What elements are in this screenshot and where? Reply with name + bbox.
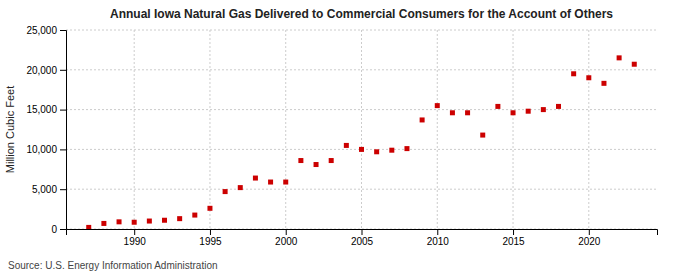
point [526,109,531,114]
x-tick-mark [210,229,211,235]
grid [66,30,657,229]
x-tick-label: 1995 [199,236,222,247]
x-grid-line [437,30,438,229]
y-tick-label: 0 [51,224,57,235]
x-grid-line [209,30,210,229]
plot-area: 1990 1995 2000 2005 2010 2015 2020 0 5,000 10,000… [26,25,657,247]
x-axis: 1990 1995 2000 2005 2010 2015 2020 [67,229,658,247]
y-tick: 10,000 [26,144,66,155]
y-tick-mark [60,149,66,150]
point [420,117,425,122]
y-tick: 25,000 [26,25,66,36]
point [495,104,500,109]
x-tick-mark [513,229,514,235]
y-tick-mark [60,229,66,230]
point [617,55,622,60]
x-tick: 2005 [351,229,374,247]
chart: 1990 1995 2000 2005 2010 2015 2020 0 5,000 10,000… [0,0,675,275]
point [147,219,152,224]
x-axis-line [67,230,658,236]
y-tick-mark [60,30,66,31]
x-tick-label: 2000 [275,236,298,247]
x-tick: 2020 [578,229,601,247]
x-tick-label: 2010 [427,236,450,247]
point [314,162,319,167]
point [465,110,470,115]
y-tick-label: 15,000 [26,104,57,115]
x-grid-line [134,30,135,229]
point [86,225,91,229]
point [177,216,182,221]
point [480,133,485,138]
point [344,143,349,148]
source: Source: U.S. Energy Information Administ… [8,260,218,271]
point [374,149,379,154]
point [359,147,364,152]
y-tick-mark [60,70,66,71]
point [435,103,440,108]
y-tick-label: 10,000 [26,144,57,155]
x-grid-line [513,30,514,229]
y-grid-line [66,109,657,110]
point [511,110,516,115]
x-tick: 1990 [124,229,147,247]
point [192,213,197,218]
point [268,180,273,185]
point [298,158,303,163]
x-tick: 1995 [199,229,222,247]
x-tick-mark [134,229,135,235]
x-tick-label: 1990 [124,236,147,247]
y-tick: 5,000 [32,184,66,195]
x-tick: 2000 [275,229,298,247]
y-axis-title: Million Cubic Feet [4,86,16,173]
y-tick-mark [60,189,66,190]
points [86,55,637,229]
point [223,189,228,194]
y-tick-label: 25,000 [26,25,57,36]
point [132,220,137,225]
point [586,75,591,80]
point [117,219,122,224]
y-tick-label: 5,000 [32,184,57,195]
point [601,81,606,86]
y-tick-label: 20,000 [26,65,57,76]
y-tick-mark [60,110,66,111]
point [571,71,576,76]
y-grid-line [66,189,657,190]
x-grid-line [361,30,362,229]
point [632,62,637,67]
point [238,185,243,190]
y-axis: 0 5,000 10,000 15,000 20,000 25,000 [26,25,66,235]
x-tick-mark [437,229,438,235]
point [283,180,288,185]
point [556,104,561,109]
x-tick: 2010 [427,229,450,247]
y-axis-line [60,31,67,230]
point [253,176,258,181]
y-tick: 0 [51,224,66,235]
x-tick-label: 2020 [578,236,601,247]
title: Annual Iowa Natural Gas Delivered to Com… [110,7,613,21]
y-tick: 15,000 [26,104,66,115]
point [541,107,546,112]
x-tick-mark [589,229,590,235]
x-grid-line [588,30,589,229]
x-tick-mark [286,229,287,235]
point [162,218,167,223]
point [389,148,394,153]
point [207,206,212,211]
x-grid-line [285,30,286,229]
x-tick-label: 2005 [351,236,374,247]
point [101,221,106,226]
x-tick-label: 2015 [502,236,525,247]
x-tick: 2015 [502,229,525,247]
point [329,158,334,163]
point [404,146,409,151]
x-tick-mark [362,229,363,235]
point [450,110,455,115]
y-tick: 20,000 [26,65,66,76]
